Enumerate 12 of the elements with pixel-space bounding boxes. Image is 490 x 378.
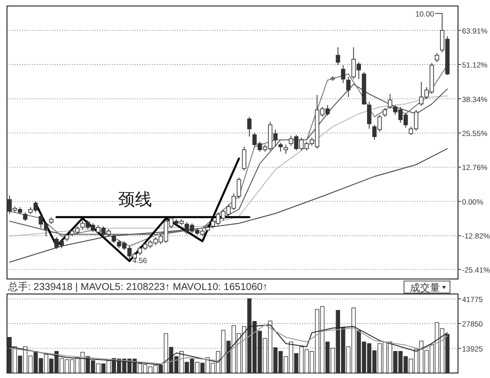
candlestick <box>346 76 351 98</box>
series-label: 颈线 <box>118 190 152 210</box>
candlestick <box>284 144 288 154</box>
candlestick <box>247 116 252 138</box>
candlestick <box>367 101 372 130</box>
line-series <box>9 148 448 263</box>
text: 成交量 <box>410 282 440 294</box>
candlestick <box>336 46 340 66</box>
candlestick <box>434 52 440 63</box>
candlestick <box>341 64 346 84</box>
candlestick <box>242 146 246 172</box>
chart-title: 总手: 2339418 | MAVOL5: 2108223↑ MAVOL10: 1651060↑ <box>7 281 268 293</box>
